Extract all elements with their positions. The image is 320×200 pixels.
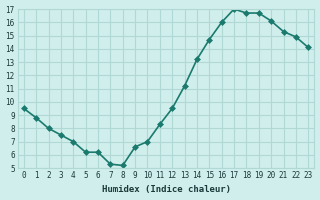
X-axis label: Humidex (Indice chaleur): Humidex (Indice chaleur) <box>101 185 230 194</box>
